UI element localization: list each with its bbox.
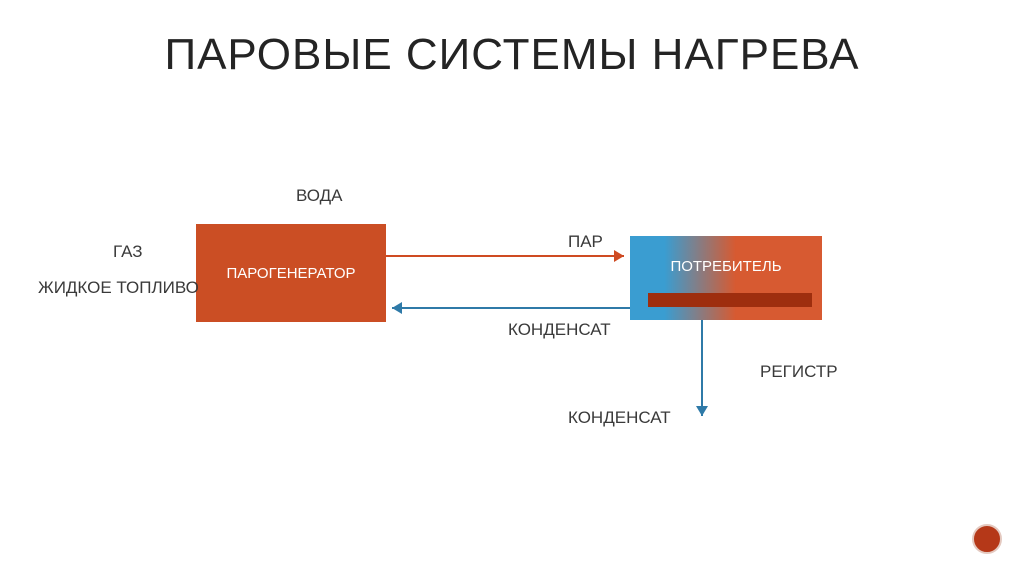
arrow-condensate-down bbox=[690, 308, 714, 428]
generator-box: ПАРОГЕНЕРАТОР bbox=[196, 224, 386, 322]
generator-label: ПАРОГЕНЕРАТОР bbox=[226, 265, 355, 282]
arrow-condensate-return bbox=[380, 296, 642, 320]
consumer-box: ПОТРЕБИТЕЛЬ bbox=[630, 236, 822, 320]
label-condensate-bottom: КОНДЕНСАТ bbox=[568, 408, 671, 428]
slide-title: ПАРОВЫЕ СИСТЕМЫ НАГРЕВА bbox=[0, 30, 1024, 80]
label-register: РЕГИСТР bbox=[760, 362, 838, 382]
consumer-label: ПОТРЕБИТЕЛЬ bbox=[670, 258, 781, 275]
arrow-steam bbox=[374, 244, 636, 268]
consumer-register-bar bbox=[648, 293, 812, 307]
label-water: ВОДА bbox=[296, 186, 342, 206]
page-badge bbox=[972, 524, 1002, 554]
label-fuel: ЖИДКОЕ ТОПЛИВО bbox=[38, 278, 199, 298]
label-gas: ГАЗ bbox=[113, 242, 142, 262]
label-condensate-top: КОНДЕНСАТ bbox=[508, 320, 611, 340]
